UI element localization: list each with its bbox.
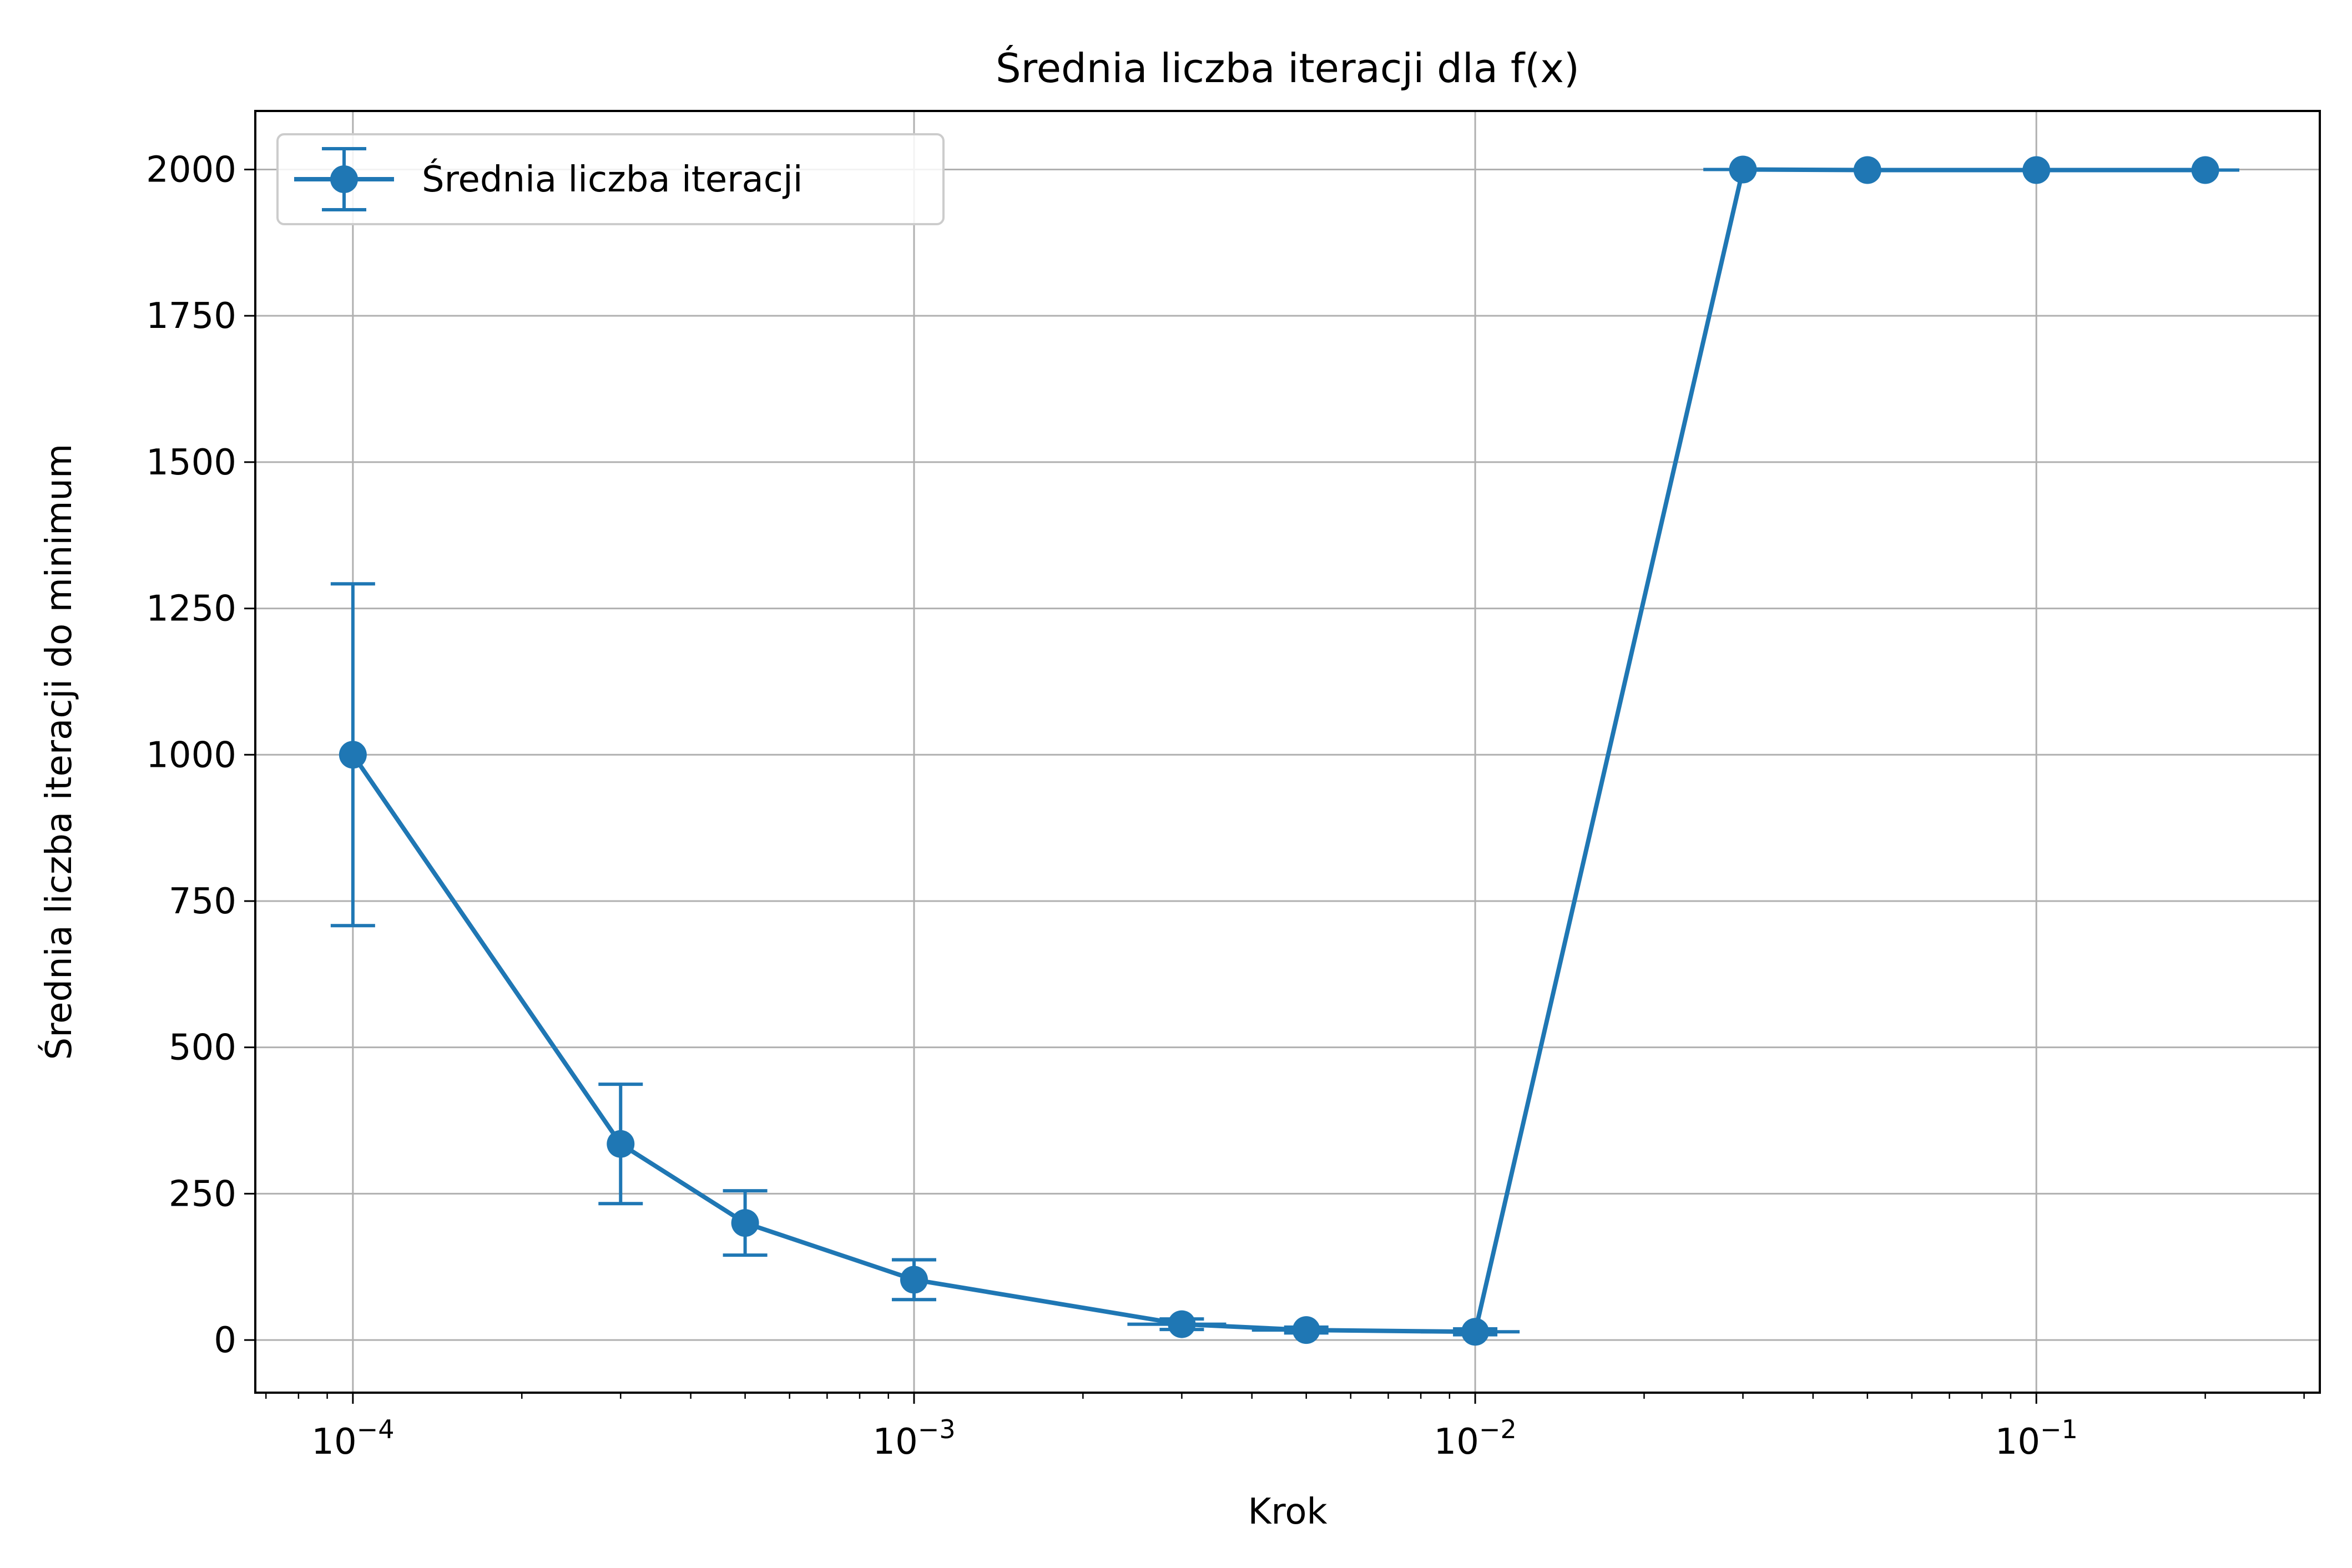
y-tick-label: 1500 [146,442,236,483]
data-point [731,1209,759,1237]
legend-entry-label: Średnia liczba iteracji [422,158,803,200]
legend-marker [294,147,394,211]
y-tick-label: 1250 [146,589,236,630]
legend-dot [330,165,358,193]
legend: Średnia liczba iteracji [276,133,945,225]
y-axis-label: Średnia liczba iteracji do minimum [38,444,80,1060]
x-tick-label: 10−2 [1434,1414,1516,1463]
x-tick-base: 10 [872,1422,917,1463]
data-point [1292,1316,1320,1344]
y-tick-label: 2000 [146,149,236,190]
legend-box [276,133,945,225]
y-tick-label: 1750 [146,296,236,337]
x-tick-base: 10 [1434,1422,1478,1463]
x-tick-base: 10 [311,1422,356,1463]
data-point [1168,1310,1196,1338]
y-tick-label: 1000 [146,735,236,776]
data-point [339,741,367,769]
x-tick-exponent: −1 [2040,1414,2078,1444]
x-tick-exponent: −4 [357,1414,395,1444]
y-tick-label: 750 [169,881,236,922]
data-point [1853,156,1881,184]
plot-frame [254,110,2321,1394]
data-point [1461,1318,1490,1346]
series-layer [330,155,2239,1346]
x-tick-label: 10−1 [1995,1414,2078,1463]
y-tick-label: 250 [169,1174,236,1215]
y-tick-label: 0 [214,1320,236,1361]
chart-title: Średnia liczba iteracji dla f(x) [996,45,1579,92]
data-point [2191,156,2219,184]
x-tick-exponent: −2 [1479,1414,1517,1444]
x-tick-exponent: −3 [918,1414,956,1444]
x-tick-base: 10 [1995,1422,2040,1463]
x-axis-label: Krok [1248,1491,1327,1532]
data-point [1729,155,1757,184]
x-tick-label: 10−3 [872,1414,955,1463]
x-tick-label: 10−4 [311,1414,394,1463]
y-tick-label: 500 [169,1028,236,1069]
data-point [2022,156,2051,184]
data-point [900,1266,928,1294]
data-point [607,1130,635,1158]
